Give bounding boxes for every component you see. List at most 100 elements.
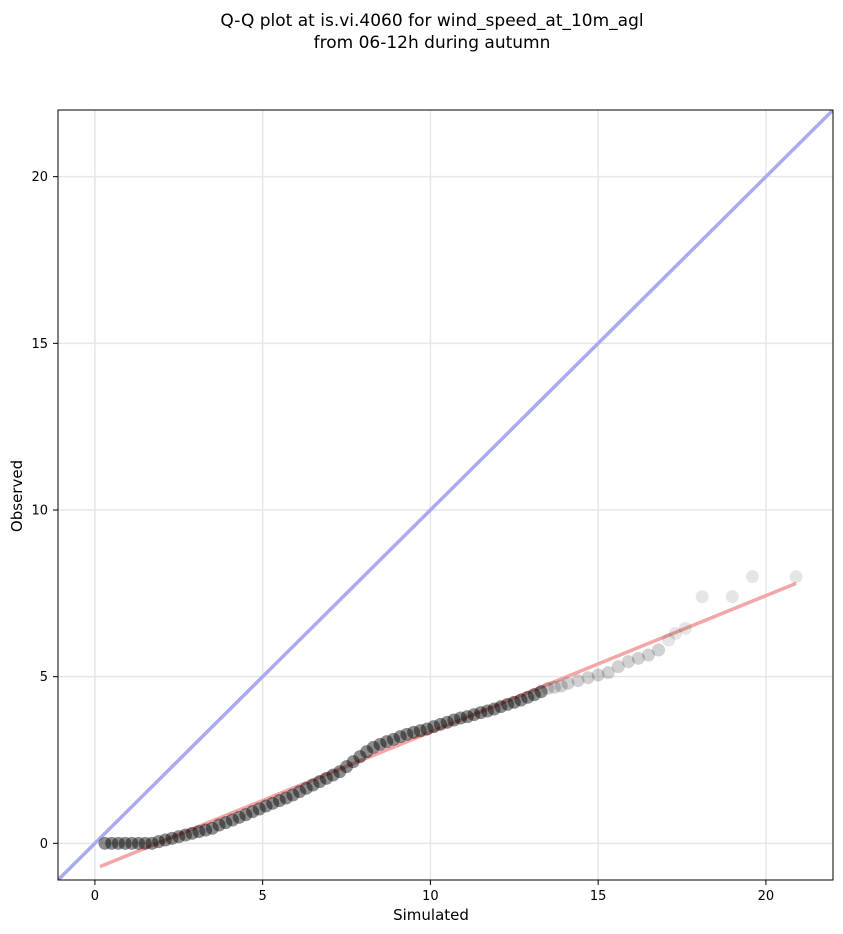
quantile-point [205,821,219,835]
quantile-point [152,835,166,849]
quantile-point [299,781,313,795]
x-tick-label: 20 [758,889,775,904]
quantile-point [581,671,595,685]
quantile-point [678,621,692,635]
quantile-point [554,679,568,693]
quantile-point [474,706,488,720]
quantile-point [212,818,226,832]
chart-subtitle: from 06-12h during autumn [314,33,551,53]
quantile-point [340,760,354,774]
quantile-point [138,836,152,850]
quantile-point [272,794,286,808]
y-tick-label: 5 [40,670,48,685]
regression-line [99,581,797,869]
quantile-point [145,836,159,850]
quantile-point [366,740,380,754]
quantile-point [427,720,441,734]
quantile-point [313,775,327,789]
quantile-point [319,771,333,785]
y-tick-label: 10 [31,504,48,519]
quantile-point [219,816,233,830]
quantile-point [514,693,528,707]
quantile-point [199,823,213,837]
plot-frame [57,109,834,881]
quantile-point [695,590,709,604]
quantile-point [571,674,585,688]
x-tick-label: 15 [590,889,607,904]
quantile-point [386,732,400,746]
quantile-point [507,695,521,709]
quantile-point [440,715,454,729]
quantile-point [246,805,260,819]
quantile-point [447,713,461,727]
quantile-point [407,725,421,739]
x-tick-label: 5 [259,889,267,904]
quantile-point [460,710,474,724]
quantile-point [789,570,803,584]
quantile-point [232,810,246,824]
quantile-point [239,808,253,822]
quantile-point [118,836,132,850]
quantile-point [541,681,555,695]
reference-lines [58,110,833,880]
quantile-point [400,727,414,741]
quantile-point [105,836,119,850]
quantile-point [373,737,387,751]
quantile-point [326,768,340,782]
quantile-point [501,697,515,711]
quantile-point [494,700,508,714]
x-axis-label: Simulated [393,906,469,924]
quantile-point [192,825,206,839]
quantile-point [611,660,625,674]
quantile-point [158,833,172,847]
quantile-point [487,702,501,716]
y-tick-label: 15 [31,337,48,352]
quantile-point [548,680,562,694]
y-axis-label: Observed [8,460,26,532]
quantile-point [601,666,615,680]
quantile-point [279,791,293,805]
grid-lines [58,110,833,880]
quantile-point [132,836,146,850]
quantile-point [333,765,347,779]
quantile-point [467,708,481,722]
quantile-point [662,633,676,647]
quantile-point [259,799,273,813]
quantile-point [266,796,280,810]
quantile-point [652,643,666,657]
quantile-point [125,836,139,850]
quantile-point [225,813,239,827]
quantile-point [293,785,307,799]
quantile-point [668,626,682,640]
quantile-point [480,704,494,718]
quantile-point [346,755,360,769]
data-points [98,570,803,850]
y-tick-label: 0 [40,837,48,852]
quantile-point [393,730,407,744]
quantile-point [521,690,535,704]
quantile-point [621,655,635,669]
quantile-point [178,828,192,842]
quantile-point [534,685,548,699]
quantile-point [745,570,759,584]
x-tick-label: 0 [91,889,99,904]
quantile-point [433,717,447,731]
quantile-point [454,711,468,725]
x-tick-label: 10 [422,889,439,904]
quantile-point [111,836,125,850]
quantile-point [420,722,434,736]
quantile-point [98,836,112,850]
quantile-point [641,648,655,662]
quantile-point [413,724,427,738]
quantile-point [353,750,367,764]
quantile-point [360,745,374,759]
quantile-point [252,802,266,816]
quantile-point [380,735,394,749]
quantile-point [725,590,739,604]
quantile-point [527,688,541,702]
identity-line [58,110,833,880]
quantile-point [185,826,199,840]
quantile-point [591,668,605,682]
quantile-point [286,788,300,802]
